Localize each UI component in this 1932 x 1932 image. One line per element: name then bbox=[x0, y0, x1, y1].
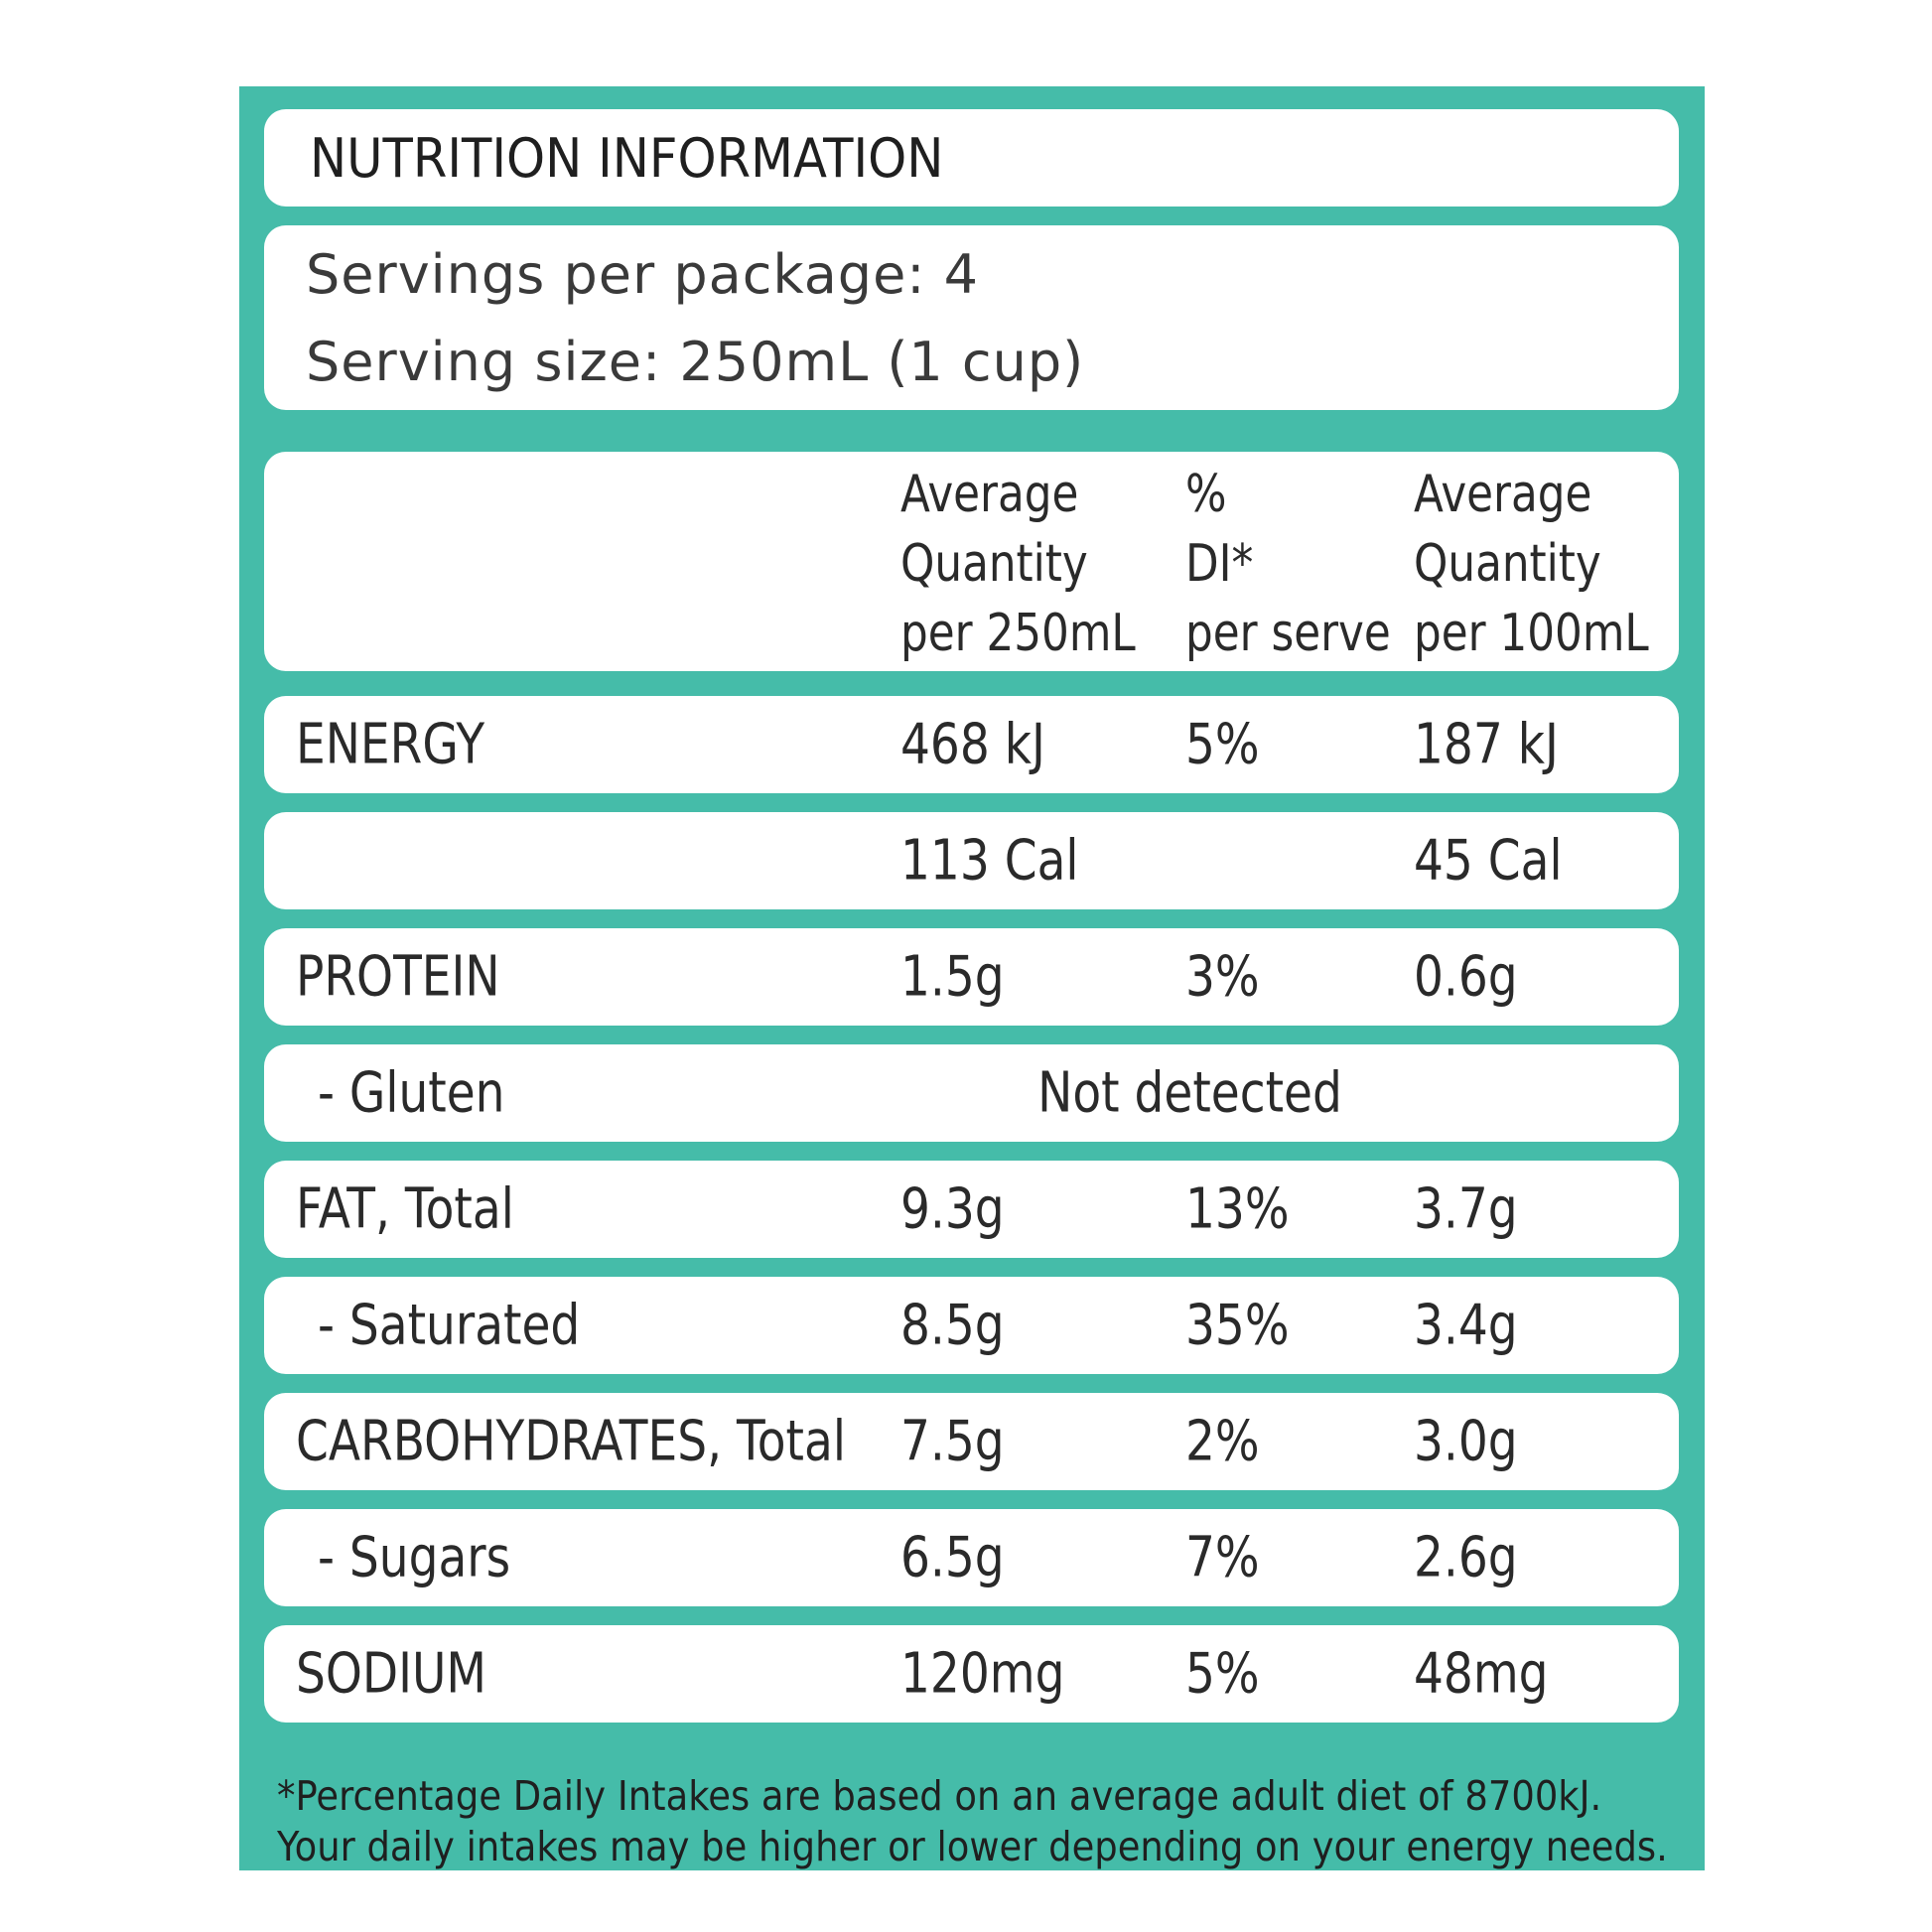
footnote: *Percentage Daily Intakes are based on a… bbox=[277, 1771, 1668, 1872]
per-100ml-value: 0.6g bbox=[1414, 944, 1518, 1010]
nutrition-panel: NUTRITION INFORMATION Servings per packa… bbox=[239, 86, 1705, 1870]
per-100ml-value: 45 Cal bbox=[1414, 828, 1563, 894]
per-100ml-value: 187 kJ bbox=[1414, 712, 1559, 777]
percent-di-value: 5% bbox=[1185, 1641, 1260, 1707]
percent-di-value: 35% bbox=[1185, 1293, 1290, 1358]
header-per-100ml-line-2: Quantity bbox=[1414, 534, 1601, 594]
per-serve-value: 113 Cal bbox=[900, 828, 1079, 894]
serving-info-box: Servings per package: 4 Serving size: 25… bbox=[264, 225, 1679, 410]
per-100ml-value: 48mg bbox=[1414, 1641, 1549, 1707]
percent-di-value: 3% bbox=[1185, 944, 1260, 1010]
per-serve-value: 120mg bbox=[900, 1641, 1065, 1707]
header-di-line-2: DI* bbox=[1185, 534, 1254, 594]
percent-di-value: 13% bbox=[1185, 1176, 1290, 1242]
footnote-line-2: Your daily intakes may be higher or lowe… bbox=[277, 1823, 1668, 1870]
serving-size: Serving size: 250mL (1 cup) bbox=[306, 331, 1085, 393]
panel-title: NUTRITION INFORMATION bbox=[310, 127, 944, 190]
per-serve-value: 9.3g bbox=[900, 1176, 1005, 1242]
per-serve-value: 8.5g bbox=[900, 1293, 1005, 1358]
nutrient-name: ENERGY bbox=[296, 712, 485, 777]
table-row: FAT, Total 9.3g 13% 3.7g bbox=[264, 1161, 1679, 1258]
header-per-100ml-line-3: per 100mL bbox=[1414, 604, 1649, 663]
footnote-line-1: *Percentage Daily Intakes are based on a… bbox=[277, 1772, 1602, 1820]
nutrient-name: SODIUM bbox=[296, 1641, 487, 1707]
table-row: - Sugars 6.5g 7% 2.6g bbox=[264, 1509, 1679, 1606]
nutrient-name: - Saturated bbox=[318, 1293, 581, 1358]
table-row: SODIUM 120mg 5% 48mg bbox=[264, 1625, 1679, 1723]
per-100ml-value: 2.6g bbox=[1414, 1525, 1518, 1590]
table-row: 113 Cal 45 Cal bbox=[264, 812, 1679, 909]
per-serve-value: 7.5g bbox=[900, 1409, 1005, 1474]
spanning-value: Not detected bbox=[1037, 1060, 1342, 1126]
header-per-serve-line-3: per 250mL bbox=[900, 604, 1136, 663]
per-100ml-value: 3.4g bbox=[1414, 1293, 1518, 1358]
per-serve-value: 6.5g bbox=[900, 1525, 1005, 1590]
column-header-row: Average Quantity per 250mL % DI* per ser… bbox=[264, 452, 1679, 671]
percent-di-value: 7% bbox=[1185, 1525, 1260, 1590]
percent-di-value: 2% bbox=[1185, 1409, 1260, 1474]
header-per-100ml-quantity: Average Quantity per 100mL bbox=[1414, 460, 1649, 668]
nutrient-name: CARBOHYDRATES, Total bbox=[296, 1409, 846, 1474]
header-di-line-1: % bbox=[1185, 465, 1227, 524]
header-di-line-3: per serve bbox=[1185, 604, 1391, 663]
title-box: NUTRITION INFORMATION bbox=[264, 109, 1679, 207]
percent-di-value: 5% bbox=[1185, 712, 1260, 777]
table-row: ENERGY 468 kJ 5% 187 kJ bbox=[264, 696, 1679, 793]
nutrient-name: - Sugars bbox=[318, 1525, 511, 1590]
nutrient-name: FAT, Total bbox=[296, 1176, 514, 1242]
per-100ml-value: 3.7g bbox=[1414, 1176, 1518, 1242]
table-row: - Saturated 8.5g 35% 3.4g bbox=[264, 1277, 1679, 1374]
per-serve-value: 1.5g bbox=[900, 944, 1005, 1010]
per-serve-value: 468 kJ bbox=[900, 712, 1045, 777]
table-row: CARBOHYDRATES, Total 7.5g 2% 3.0g bbox=[264, 1393, 1679, 1490]
header-per-serve-line-2: Quantity bbox=[900, 534, 1088, 594]
header-percent-di: % DI* per serve bbox=[1185, 460, 1391, 668]
servings-per-package: Servings per package: 4 bbox=[306, 243, 980, 306]
header-per-serve-line-1: Average bbox=[900, 465, 1079, 524]
table-row: - Gluten Not detected bbox=[264, 1044, 1679, 1142]
nutrient-name: - Gluten bbox=[318, 1060, 505, 1126]
header-per-serve-quantity: Average Quantity per 250mL bbox=[900, 460, 1136, 668]
header-per-100ml-line-1: Average bbox=[1414, 465, 1592, 524]
table-row: PROTEIN 1.5g 3% 0.6g bbox=[264, 928, 1679, 1026]
nutrient-name: PROTEIN bbox=[296, 944, 500, 1010]
per-100ml-value: 3.0g bbox=[1414, 1409, 1518, 1474]
